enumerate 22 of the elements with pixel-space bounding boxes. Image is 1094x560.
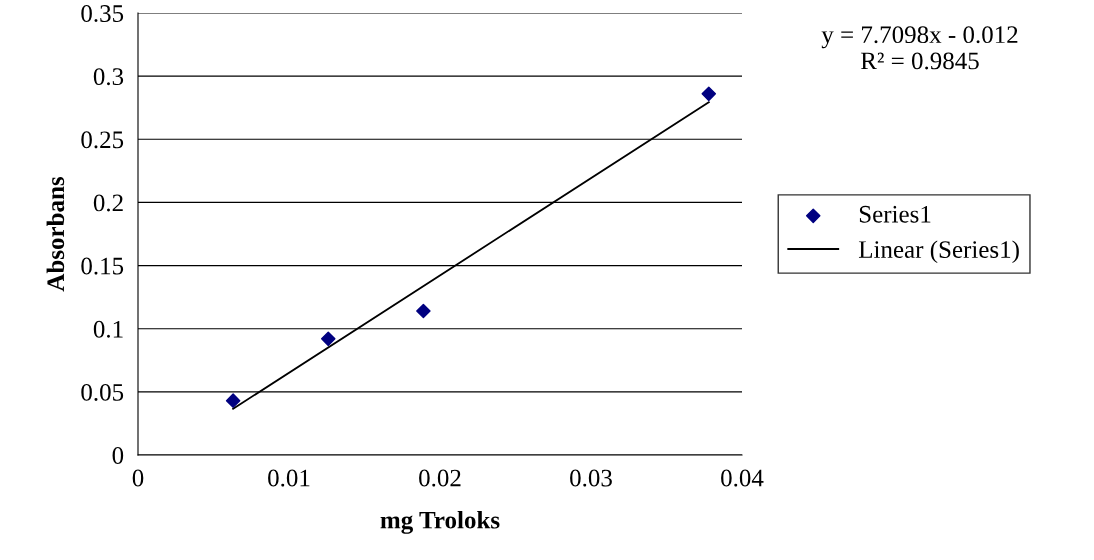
- point: [416, 303, 431, 319]
- point: [320, 331, 336, 347]
- x-tick-label: 0.03: [570, 469, 612, 487]
- y-tick-label: 0.35: [81, 5, 124, 23]
- y-tick-label: 0.25: [81, 131, 124, 149]
- x-tick-label: 0: [132, 469, 144, 487]
- x-tick-label: 0.02: [419, 469, 461, 487]
- y-tick-label: 0.3: [93, 68, 124, 86]
- y-tick-label: 0.1: [93, 320, 123, 338]
- y-axis-title: Absorbans: [46, 176, 65, 292]
- y-tick-label: 0.05: [81, 383, 124, 401]
- x-tick-label: 0.04: [721, 469, 764, 487]
- y-tick-label: 0.2: [93, 194, 123, 212]
- legend-label: Linear (Series1): [858, 240, 1019, 264]
- x-tick-label: 0.01: [268, 469, 310, 487]
- point: [225, 393, 241, 408]
- x-axis-title: mg Troloks: [380, 511, 500, 534]
- legend-label: Series1: [859, 205, 931, 223]
- y-tick-label: 0.15: [81, 257, 124, 275]
- text: y = 7.7098x - 0.012 R² = 0.9845: [821, 26, 1018, 70]
- y-tick-label: 0: [112, 447, 124, 464]
- point: [701, 86, 717, 102]
